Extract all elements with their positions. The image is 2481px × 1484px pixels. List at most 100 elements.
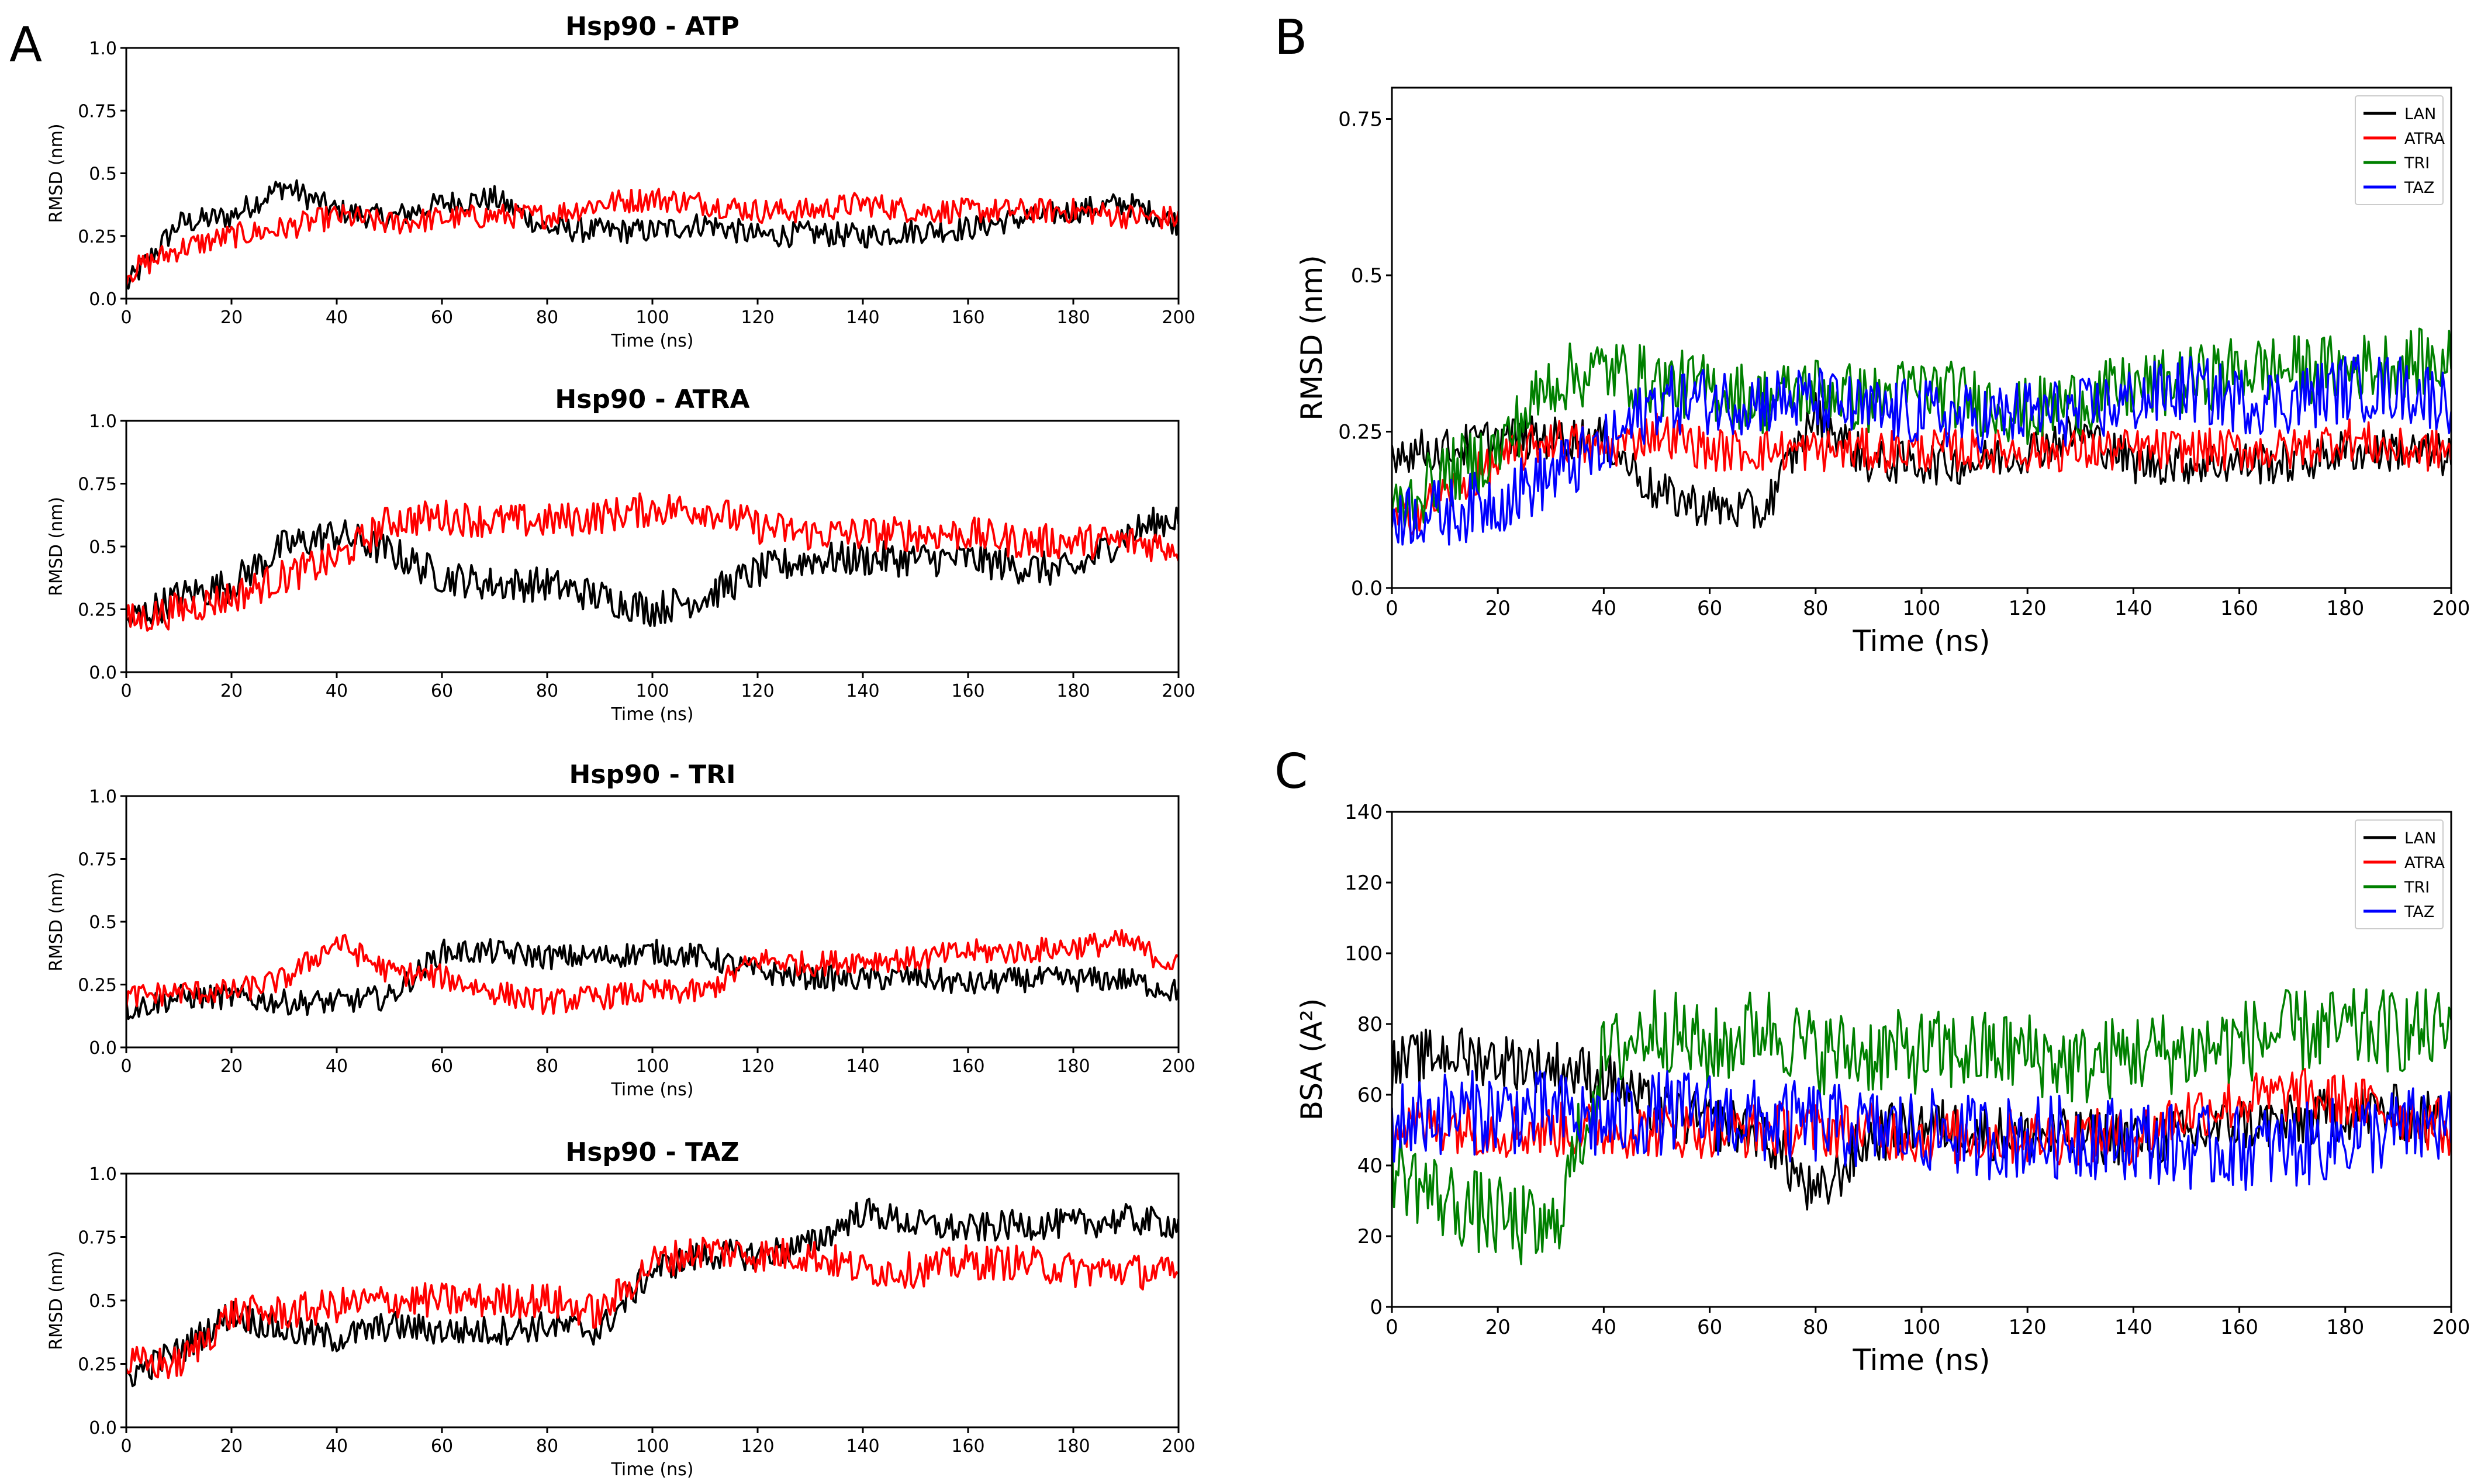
x-tick-label: 140: [2114, 1316, 2152, 1339]
x-tick-label: 40: [326, 681, 348, 701]
x-tick-label: 180: [1056, 681, 1090, 701]
x-tick-label: 160: [951, 307, 984, 328]
y-tick-label: 0.5: [1351, 264, 1383, 288]
x-tick-label: 20: [220, 1436, 243, 1457]
y-tick-label: 0.0: [89, 1418, 117, 1438]
y-tick-label: 20: [1357, 1225, 1383, 1248]
legend-label-tri: TRI: [2404, 878, 2430, 897]
x-tick-label: 160: [951, 1056, 984, 1077]
legend-label-atra: ATRA: [2404, 130, 2445, 148]
x-tick-label: 100: [1903, 1316, 1941, 1339]
series-line-reference: [126, 506, 1179, 627]
x-axis-label: Time (ns): [610, 1459, 693, 1480]
series-line-taz: [1392, 1070, 2451, 1191]
x-tick-label: 60: [1697, 597, 1722, 620]
y-tick-label: 0: [1370, 1296, 1383, 1319]
x-tick-label: 140: [846, 307, 879, 328]
x-tick-label: 60: [431, 681, 453, 701]
x-tick-label: 60: [431, 307, 453, 328]
x-tick-label: 200: [1162, 1436, 1195, 1457]
series-line-ligand: [126, 188, 1179, 286]
legend-label-atra: ATRA: [2404, 854, 2445, 872]
y-axis-label: RMSD (nm): [1295, 255, 1329, 420]
series-group: [126, 929, 1179, 1021]
x-tick-label: 20: [220, 307, 243, 328]
legend-label-lan: LAN: [2404, 829, 2436, 847]
panel-letter: A: [9, 18, 42, 73]
x-tick-label: 20: [220, 1056, 243, 1077]
x-tick-label: 0: [120, 307, 132, 328]
series-group: [1392, 988, 2451, 1265]
series-line-tri: [1392, 988, 2451, 1265]
y-tick-label: 140: [1345, 801, 1383, 824]
x-tick-label: 0: [1385, 1316, 1398, 1339]
y-tick-label: 0.0: [89, 663, 117, 683]
chart-title: Hsp90 - TAZ: [565, 1137, 739, 1167]
x-tick-label: 0: [1385, 597, 1398, 620]
x-tick-label: 80: [536, 681, 558, 701]
series-line-ligand: [126, 492, 1179, 632]
x-tick-label: 40: [1591, 597, 1616, 620]
y-tick-label: 0.75: [78, 101, 117, 122]
x-tick-label: 100: [635, 681, 669, 701]
series-line-taz: [1392, 354, 2451, 546]
y-tick-label: 1.0: [89, 411, 117, 432]
x-axis-label: Time (ns): [610, 704, 693, 725]
legend-box: [2355, 95, 2444, 205]
x-tick-label: 120: [741, 307, 774, 328]
series-group: [126, 492, 1179, 632]
x-tick-label: 200: [1162, 307, 1195, 328]
y-tick-label: 120: [1345, 871, 1383, 895]
y-tick-label: 60: [1357, 1084, 1383, 1107]
series-group: [1392, 327, 2451, 546]
x-axis-label: Time (ns): [1852, 624, 1990, 658]
series-line-tri: [1392, 327, 2451, 529]
y-axis-label: RMSD (nm): [46, 497, 67, 596]
x-tick-label: 120: [741, 681, 774, 701]
x-tick-label: 80: [536, 1056, 558, 1077]
y-tick-label: 0.25: [78, 976, 117, 996]
y-tick-label: 0.0: [89, 1038, 117, 1058]
y-tick-label: 0.75: [78, 850, 117, 870]
x-tick-label: 0: [120, 681, 132, 701]
y-tick-label: 0.25: [1338, 421, 1383, 444]
legend-label-tri: TRI: [2404, 154, 2430, 172]
y-tick-label: 80: [1357, 1013, 1383, 1036]
series-group: [126, 1198, 1179, 1388]
y-axis-label: BSA (A²): [1295, 998, 1329, 1120]
y-tick-label: 0.0: [89, 289, 117, 310]
x-tick-label: 180: [2326, 597, 2364, 620]
legend-box: [2355, 819, 2444, 929]
x-tick-label: 60: [431, 1056, 453, 1077]
x-tick-label: 160: [951, 681, 984, 701]
x-tick-label: 80: [536, 1436, 558, 1457]
y-tick-label: 0.75: [78, 1228, 117, 1248]
chart-title: Hsp90 - TRI: [569, 760, 736, 790]
x-tick-label: 20: [220, 681, 243, 701]
x-tick-label: 160: [2220, 597, 2258, 620]
x-tick-label: 60: [431, 1436, 453, 1457]
y-tick-label: 0.25: [78, 600, 117, 621]
y-axis-label: RMSD (nm): [46, 1251, 67, 1350]
y-tick-label: 0.0: [1351, 577, 1383, 600]
y-tick-label: 0.25: [78, 1355, 117, 1375]
x-tick-label: 120: [2009, 597, 2047, 620]
y-tick-label: 0.5: [89, 1291, 117, 1312]
x-tick-label: 40: [326, 1436, 348, 1457]
series-line-ligand: [126, 929, 1179, 1015]
x-tick-label: 180: [2326, 1316, 2364, 1339]
legend-label-taz: TAZ: [2404, 179, 2434, 197]
x-tick-label: 140: [846, 681, 879, 701]
x-tick-label: 120: [741, 1056, 774, 1077]
chart-title: Hsp90 - ATP: [565, 12, 740, 41]
x-tick-label: 180: [1056, 307, 1090, 328]
x-tick-label: 40: [326, 307, 348, 328]
chart-title: Hsp90 - ATRA: [555, 385, 749, 414]
x-tick-label: 40: [1591, 1316, 1616, 1339]
series-line-reference: [126, 179, 1179, 290]
y-axis-label: RMSD (nm): [46, 872, 67, 971]
series-line-reference: [126, 938, 1179, 1021]
y-tick-label: 0.5: [89, 537, 117, 558]
